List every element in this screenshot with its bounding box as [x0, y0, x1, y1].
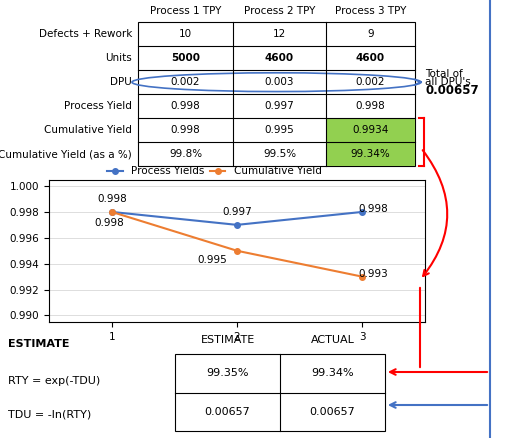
Text: 0.993: 0.993 [358, 268, 388, 279]
Text: 99.8%: 99.8% [169, 149, 202, 159]
Text: 0.998: 0.998 [170, 101, 200, 111]
Text: 0.002: 0.002 [171, 77, 200, 87]
Bar [326, 142, 415, 166]
Text: 0.995: 0.995 [265, 125, 294, 135]
Text: 0.00657: 0.00657 [310, 407, 355, 417]
Text: 4600: 4600 [356, 53, 385, 63]
Text: 0.998: 0.998 [356, 101, 385, 111]
Bar [138, 22, 415, 166]
Text: 0.00657: 0.00657 [205, 407, 250, 417]
Cumulative Yield [109, 209, 115, 215]
Text: Process 1 TPY: Process 1 TPY [150, 6, 221, 16]
Text: 0.997: 0.997 [222, 207, 252, 217]
Text: Cumulative Yield: Cumulative Yield [44, 125, 132, 135]
Cumulative Yield [359, 274, 365, 279]
Text: 99.34%: 99.34% [351, 149, 391, 159]
Process Yields [234, 222, 240, 227]
Text: 99.35%: 99.35% [206, 368, 249, 378]
Bar [175, 354, 385, 431]
Text: 9: 9 [367, 29, 374, 39]
Text: 99.5%: 99.5% [263, 149, 296, 159]
Text: Process Yield: Process Yield [64, 101, 132, 111]
Text: 0.998: 0.998 [97, 194, 127, 204]
Text: Total of: Total of [425, 69, 463, 79]
Text: 0.998: 0.998 [170, 125, 200, 135]
Text: Process 3 TPY: Process 3 TPY [335, 6, 406, 16]
Text: ESTIMATE: ESTIMATE [200, 335, 255, 345]
Legend: Process Yields, Cumulative Yield: Process Yields, Cumulative Yield [103, 162, 326, 180]
Text: Defects + Rework: Defects + Rework [39, 29, 132, 39]
Text: RTY = exp(-TDU): RTY = exp(-TDU) [8, 376, 100, 386]
Text: ACTUAL: ACTUAL [311, 335, 354, 345]
Text: 4600: 4600 [265, 53, 294, 63]
Line: Process Yields: Process Yields [109, 209, 365, 228]
Text: 0.003: 0.003 [265, 77, 294, 87]
Text: 10: 10 [179, 29, 192, 39]
Text: 0.997: 0.997 [265, 101, 294, 111]
Process Yields [359, 209, 365, 215]
Line: Cumulative Yield: Cumulative Yield [109, 209, 365, 279]
Text: Units: Units [105, 53, 132, 63]
Process Yields [109, 209, 115, 215]
Text: all DPU's: all DPU's [425, 77, 471, 87]
Bar [326, 118, 415, 142]
Text: 0.998: 0.998 [94, 218, 124, 228]
Text: Process 2 TPY: Process 2 TPY [244, 6, 315, 16]
Cumulative Yield [234, 248, 240, 254]
Text: 99.34%: 99.34% [311, 368, 354, 378]
Text: ESTIMATE: ESTIMATE [8, 339, 69, 349]
Text: TDU = -ln(RTY): TDU = -ln(RTY) [8, 409, 91, 419]
Text: 12: 12 [273, 29, 286, 39]
Text: Cumulative Yield (as a %): Cumulative Yield (as a %) [0, 149, 132, 159]
Text: 0.002: 0.002 [356, 77, 385, 87]
Text: DPU: DPU [110, 77, 132, 87]
Text: 0.00657: 0.00657 [425, 84, 479, 97]
Text: 0.998: 0.998 [358, 204, 388, 214]
Text: 5000: 5000 [171, 53, 200, 63]
Text: 0.995: 0.995 [197, 255, 227, 265]
Text: 0.9934: 0.9934 [352, 125, 388, 135]
